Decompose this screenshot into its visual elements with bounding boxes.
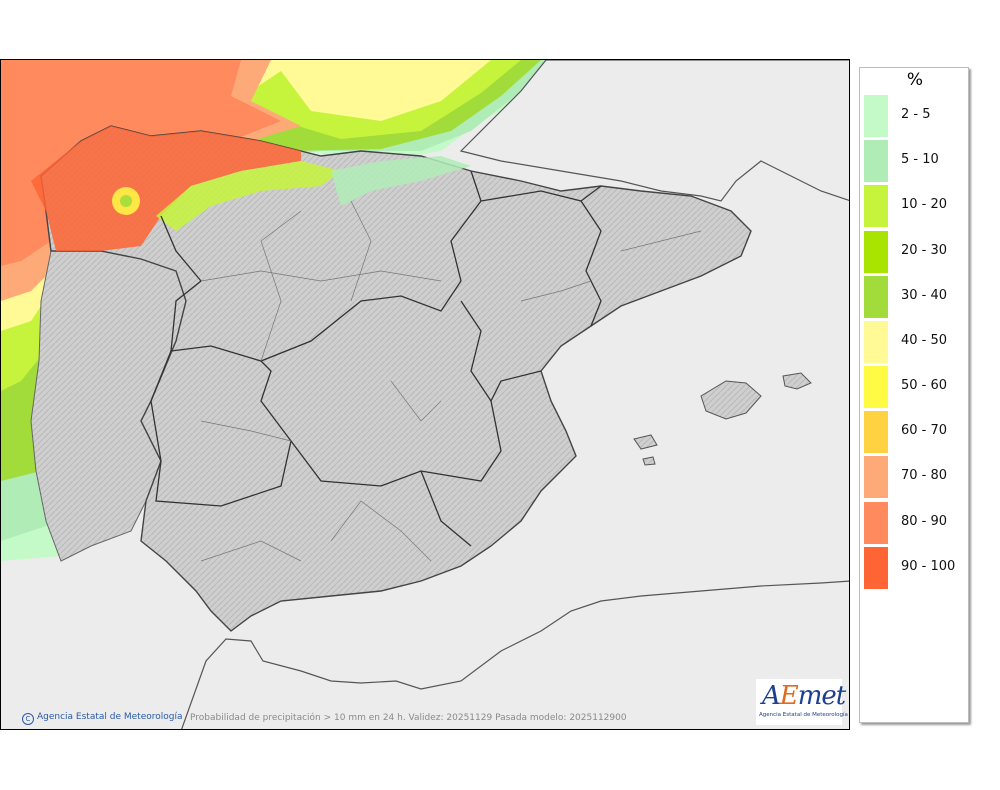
map-caption: Probabilidad de precipitación > 10 mm en… [190, 713, 627, 723]
legend-swatch [864, 140, 888, 182]
legend-item: 90 - 100 [864, 547, 964, 589]
legend-swatch [864, 411, 888, 453]
legend-swatch [864, 321, 888, 363]
france-coast [459, 60, 849, 202]
legend-item: 2 - 5 [864, 95, 964, 137]
agency-credit: C Agencia Estatal de Meteorología [22, 712, 183, 725]
legend-label: 50 - 60 [901, 378, 948, 393]
legend-label: 60 - 70 [901, 423, 948, 438]
legend-label: 5 - 10 [901, 152, 939, 167]
legend-label: 20 - 30 [901, 243, 948, 258]
cantabrian-mid-probability [156, 161, 341, 231]
legend-label: 40 - 50 [901, 333, 948, 348]
legend-unit: % [906, 70, 924, 90]
probability-map [0, 59, 850, 730]
legend-swatch [864, 95, 888, 137]
legend-swatch [864, 547, 888, 589]
legend-label: 10 - 20 [901, 197, 948, 212]
legend-item: 40 - 50 [864, 321, 964, 363]
legend-swatch [864, 231, 888, 273]
aemet-logo-subtitle: Agencia Estatal de Meteorología [759, 712, 848, 718]
menorca [782, 372, 812, 390]
legend-label: 2 - 5 [901, 107, 931, 122]
legend-item: 70 - 80 [864, 456, 964, 498]
legend-item: 20 - 30 [864, 231, 964, 273]
legend-swatch [864, 185, 888, 227]
africa-coast [181, 580, 849, 729]
provincial-borders [200, 200, 702, 562]
map-graphic [1, 60, 849, 729]
legend-item: 50 - 60 [864, 366, 964, 408]
legend-swatch [864, 502, 888, 544]
legend: % 2 - 5 5 - 10 10 - 20 20 - 30 30 - 40 4… [859, 67, 969, 723]
ibiza [633, 434, 658, 450]
regional-borders [150, 170, 602, 547]
legend-item: 80 - 90 [864, 502, 964, 544]
legend-label: 90 - 100 [901, 559, 956, 574]
legend-swatch [864, 276, 888, 318]
copyright-icon: C [22, 713, 34, 725]
legend-item: 10 - 20 [864, 185, 964, 227]
legend-label: 30 - 40 [901, 288, 948, 303]
legend-swatch [864, 456, 888, 498]
legend-item: 5 - 10 [864, 140, 964, 182]
legend-label: 80 - 90 [901, 514, 948, 529]
legend-item: 60 - 70 [864, 411, 964, 453]
legend-item: 30 - 40 [864, 276, 964, 318]
formentera [642, 456, 656, 466]
basque-low-probability [331, 156, 471, 206]
aemet-logo: AEmet Agencia Estatal de Meteorología [756, 679, 848, 725]
agency-credit-text: Agencia Estatal de Meteorología [37, 712, 183, 722]
mallorca [700, 380, 762, 420]
galicia-high-probability [31, 126, 301, 251]
aemet-logo-mark: AEmet [762, 681, 846, 711]
legend-label: 70 - 80 [901, 468, 948, 483]
legend-swatch [864, 366, 888, 408]
